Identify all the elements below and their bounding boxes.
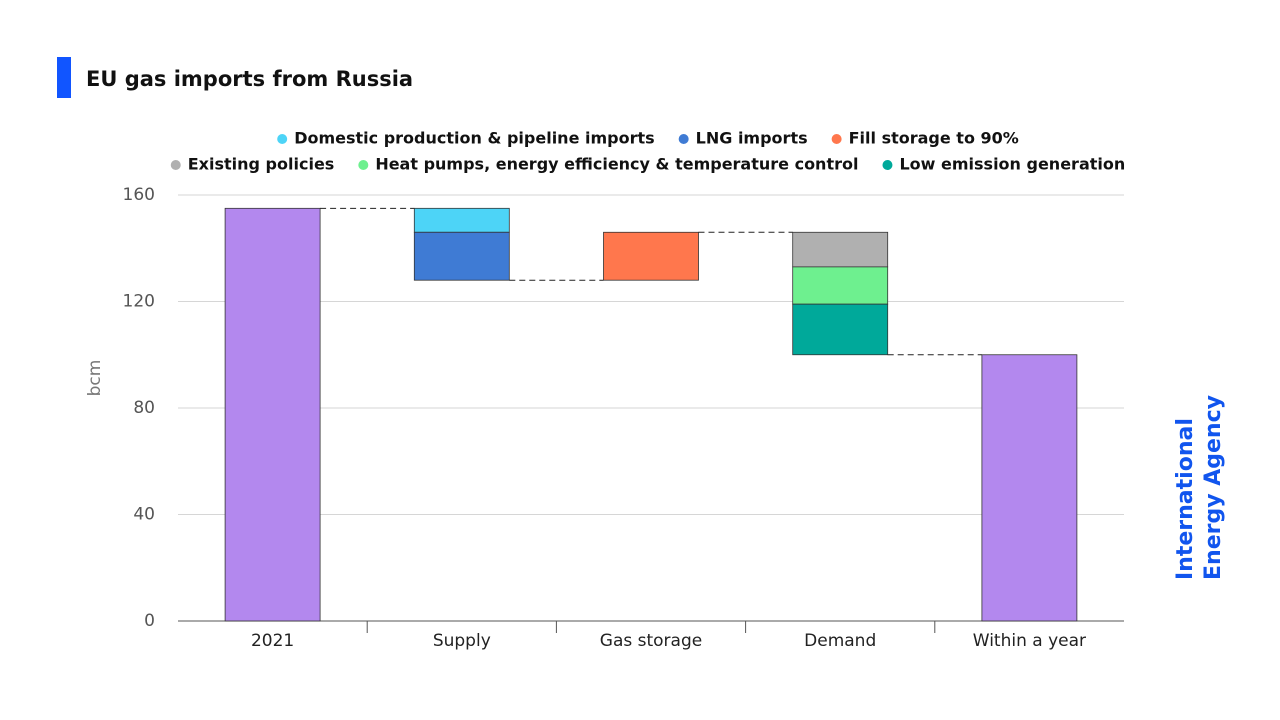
total-bar	[981, 354, 1078, 622]
legend-item: Existing policies	[170, 155, 335, 174]
y-axis-label: bcm	[85, 360, 105, 397]
chart-title: EU gas imports from Russia	[86, 67, 413, 91]
y-tick-label: 160	[123, 185, 155, 205]
segment	[792, 266, 889, 305]
legend-label: Heat pumps, energy efficiency & temperat…	[375, 155, 858, 174]
legend-swatch	[678, 134, 689, 144]
y-tick-label: 40	[133, 505, 155, 525]
legend-label: LNG imports	[696, 129, 808, 148]
legend-swatch	[882, 160, 893, 170]
legend-label: Domestic production & pipeline imports	[294, 129, 654, 148]
legend-label: Existing policies	[188, 155, 335, 174]
segment	[603, 231, 699, 281]
legend-swatch	[358, 160, 369, 170]
segment	[792, 231, 889, 268]
segment	[413, 207, 510, 233]
logo-text: International	[1173, 418, 1198, 580]
y-tick-label: 0	[144, 611, 155, 631]
y-tick-label: 120	[123, 292, 155, 312]
segment	[792, 303, 889, 356]
legend-swatch	[170, 160, 181, 170]
x-tick-label: 2021	[251, 631, 294, 651]
legend-item: Low emission generation	[882, 155, 1125, 174]
x-tick-label: Supply	[433, 631, 491, 651]
legend-label: Fill storage to 90%	[849, 129, 1019, 148]
x-tick-label: Within a year	[973, 631, 1086, 651]
total-bar	[224, 207, 321, 622]
logo-text: Energy Agency	[1201, 395, 1226, 580]
title-accent	[57, 57, 71, 98]
legend-swatch	[277, 134, 288, 144]
logo: International Energy Agency	[1173, 395, 1226, 580]
legend-item: LNG imports	[678, 129, 808, 148]
y-tick-label: 80	[133, 398, 155, 418]
legend-label: Low emission generation	[899, 155, 1125, 174]
x-tick-label: Gas storage	[600, 631, 702, 651]
legend-item: Heat pumps, energy efficiency & temperat…	[358, 155, 858, 174]
legend-item: Domestic production & pipeline imports	[277, 129, 655, 148]
legend-swatch	[831, 134, 842, 144]
segment	[413, 231, 510, 281]
legend-item: Fill storage to 90%	[831, 129, 1019, 148]
x-tick-label: Demand	[804, 631, 876, 651]
